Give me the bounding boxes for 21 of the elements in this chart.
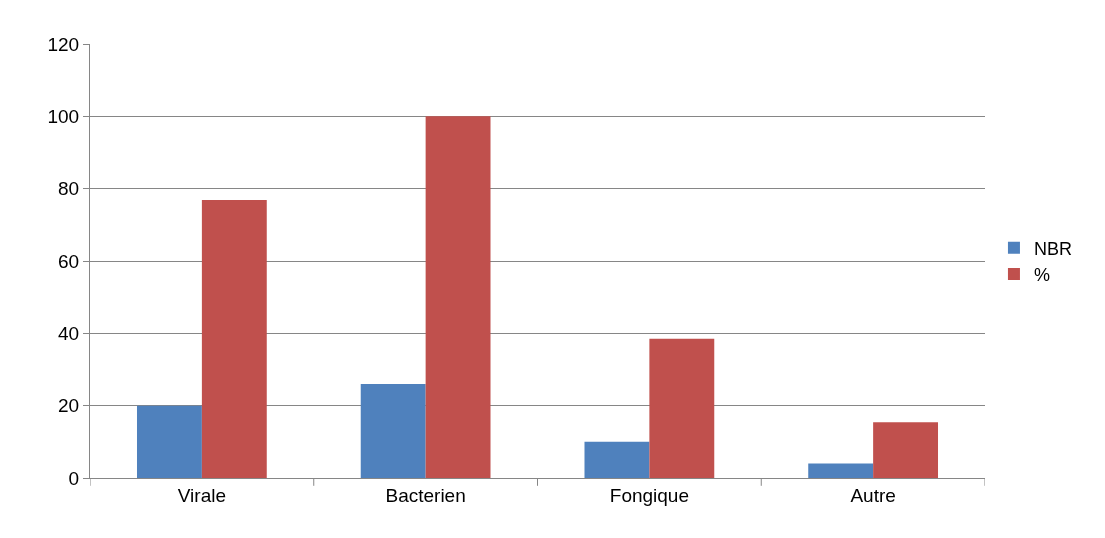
legend-label: NBR <box>1033 238 1072 259</box>
bar <box>360 383 426 478</box>
legend-label: % <box>1033 265 1050 286</box>
x-tick-label: Virale <box>177 484 226 506</box>
bar <box>425 116 491 478</box>
y-tick-label: 20 <box>58 395 80 417</box>
y-tick-label: 60 <box>58 250 80 272</box>
y-tick-label: 40 <box>58 322 80 344</box>
bar <box>136 405 202 478</box>
x-tick-label: Fongique <box>609 484 689 506</box>
bar <box>649 338 715 478</box>
x-tick-label: Bacterien <box>385 484 466 506</box>
bar <box>584 441 650 478</box>
y-tick-label: 80 <box>58 178 80 200</box>
y-tick-label: 100 <box>47 105 80 127</box>
y-tick-label: 120 <box>47 33 80 55</box>
bar <box>808 463 874 478</box>
y-tick-label: 0 <box>68 467 80 489</box>
x-tick-label: Autre <box>850 484 896 506</box>
bar <box>201 199 267 478</box>
bar <box>873 422 939 478</box>
